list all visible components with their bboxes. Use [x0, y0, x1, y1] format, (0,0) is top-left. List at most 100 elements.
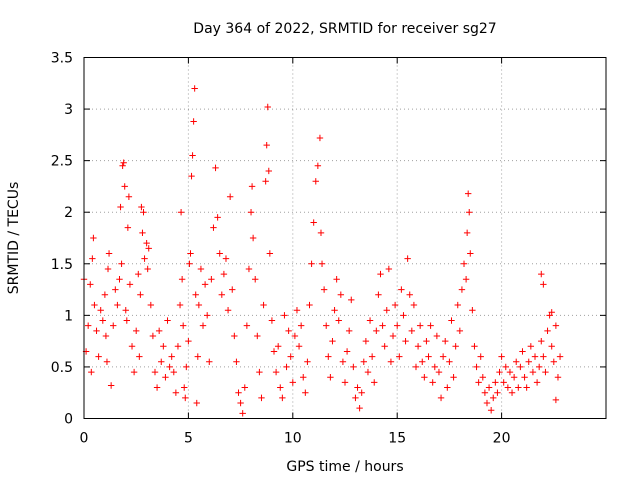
data-point — [314, 162, 322, 169]
data-point — [371, 379, 378, 386]
data-point — [300, 374, 307, 381]
data-point — [341, 379, 349, 386]
data-point — [464, 190, 472, 197]
data-point — [463, 229, 471, 237]
data-point — [494, 389, 501, 396]
data-point — [147, 301, 155, 309]
data-point — [214, 214, 221, 221]
data-point — [402, 337, 409, 345]
data-point — [337, 291, 345, 298]
data-point — [479, 374, 487, 381]
data-point — [254, 332, 261, 340]
data-point — [279, 394, 286, 402]
data-point — [323, 322, 330, 329]
data-point — [325, 353, 332, 360]
data-point — [312, 178, 319, 185]
data-point — [416, 322, 424, 329]
data-point — [247, 209, 255, 216]
data-point — [500, 379, 507, 386]
data-point — [554, 374, 562, 381]
data-point — [168, 353, 175, 360]
data-point — [201, 281, 209, 288]
x-axis-label: GPS time / hours — [286, 459, 403, 475]
data-point — [345, 327, 353, 335]
data-point — [527, 343, 535, 350]
data-point — [110, 322, 117, 329]
data-point — [155, 327, 163, 335]
data-point — [118, 260, 125, 267]
data-point — [473, 363, 480, 371]
data-point — [368, 353, 376, 360]
data-point — [133, 327, 140, 335]
data-point — [442, 337, 449, 345]
data-point — [414, 343, 422, 350]
data-point — [404, 255, 411, 262]
data-point — [446, 358, 453, 365]
data-point — [166, 363, 173, 371]
data-point — [104, 265, 112, 273]
data-point — [331, 307, 338, 314]
data-point — [264, 103, 271, 111]
data-point — [179, 322, 187, 329]
data-point — [222, 255, 230, 262]
data-point — [450, 374, 457, 381]
data-point — [467, 250, 474, 257]
axis-ticks: 0 0.5 1 1.5 2 2.5 3 3.5 0 5 10 15 20 — [51, 51, 606, 447]
data-point — [266, 250, 274, 257]
data-point — [125, 193, 133, 200]
data-point — [252, 276, 259, 283]
data-point — [158, 358, 165, 365]
data-point — [105, 250, 113, 257]
data-point — [510, 374, 518, 381]
data-point — [521, 374, 528, 381]
data-point — [126, 281, 134, 288]
data-point — [525, 358, 532, 365]
data-point — [429, 379, 436, 386]
data-point — [249, 234, 257, 242]
data-point — [116, 276, 123, 283]
data-point — [327, 374, 334, 381]
data-point — [138, 203, 145, 211]
data-points — [80, 85, 564, 417]
data-point — [176, 301, 184, 309]
data-point — [114, 301, 121, 309]
data-point — [318, 260, 326, 267]
data-point — [517, 363, 524, 371]
data-point — [548, 343, 555, 350]
data-point — [172, 389, 180, 396]
data-point — [143, 239, 150, 247]
data-point — [471, 343, 478, 350]
data-point — [229, 286, 236, 293]
y-tick-label: 0.5 — [51, 360, 73, 376]
data-point — [220, 270, 228, 278]
data-point — [174, 343, 182, 350]
data-point — [297, 322, 305, 329]
data-point — [153, 384, 161, 391]
data-point — [387, 358, 395, 365]
plot-frame — [83, 57, 607, 419]
data-point — [263, 141, 270, 149]
data-point — [224, 307, 232, 314]
data-point — [519, 348, 526, 355]
data-point — [258, 394, 265, 402]
data-point — [295, 343, 303, 350]
data-point — [383, 307, 390, 314]
data-point — [140, 209, 147, 216]
data-point — [287, 353, 294, 360]
x-tick-label: 15 — [388, 431, 406, 447]
data-point — [448, 317, 455, 324]
data-point — [454, 301, 461, 309]
data-point — [531, 353, 539, 360]
data-point — [352, 394, 359, 402]
data-point — [427, 322, 434, 329]
data-point — [350, 363, 357, 371]
data-point — [515, 384, 522, 391]
data-point — [185, 337, 192, 345]
data-point — [356, 404, 363, 412]
data-point — [317, 229, 325, 237]
x-tick-label: 20 — [493, 431, 511, 447]
data-point — [197, 265, 205, 273]
data-point — [285, 327, 292, 335]
data-point — [281, 312, 288, 319]
